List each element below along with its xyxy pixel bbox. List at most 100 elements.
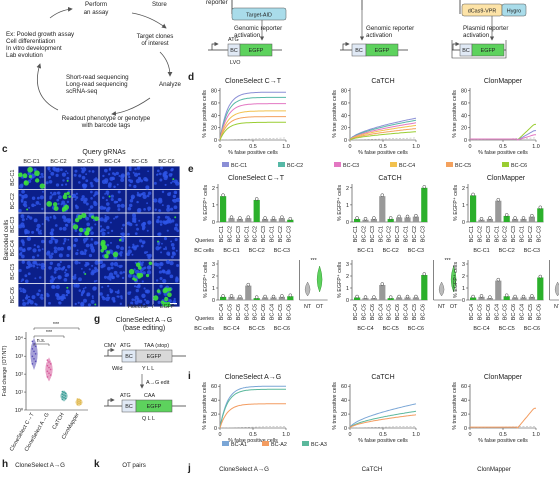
query-tick-label: BC-C2 xyxy=(478,226,484,242)
roc-curve xyxy=(349,410,417,429)
nucleus-dot xyxy=(166,204,171,209)
nucleus-dot xyxy=(175,197,180,202)
edit-label: A→G edit xyxy=(146,380,170,386)
nucleus-dot xyxy=(138,219,141,222)
workflow-diagram: Perform an assay Ex: Pooled growth assay… xyxy=(6,0,228,129)
nucleus-dot xyxy=(47,219,50,222)
bar xyxy=(262,218,269,222)
grid-row-headers: BC-C1 BC-C2 BC-C3 BC-C4 BC-C5 BC-C6 xyxy=(10,170,16,304)
bar xyxy=(486,218,493,222)
activation-3-line-2: activation xyxy=(463,32,490,39)
nucleus-dot xyxy=(75,251,79,256)
violin-point xyxy=(76,398,79,400)
bar-point xyxy=(388,295,393,299)
bar xyxy=(412,216,419,222)
egfp-dot xyxy=(165,301,171,308)
nucleus-dot xyxy=(106,225,110,230)
egfp-dot xyxy=(152,295,159,301)
y-tick-label: 80 xyxy=(341,89,347,95)
nucleus-dot xyxy=(143,303,146,306)
query-tick-label: BC-C1 xyxy=(378,226,384,242)
taa-label: TAA (stop) xyxy=(144,343,169,349)
nucleus-dot xyxy=(140,244,144,248)
x-axis-label: % false positive cells xyxy=(478,438,528,444)
bar-point xyxy=(355,216,359,220)
editing-diagram: CloneSelect A→G (base editing) CMV ATG T… xyxy=(104,317,186,422)
nucleus-dot xyxy=(49,195,53,199)
nucleus-dot xyxy=(166,229,169,232)
nucleus-dot xyxy=(90,299,95,304)
query-tick-label: BC-C2 xyxy=(278,226,284,242)
nucleus-dot xyxy=(82,287,85,290)
x-tick-label: 1.0 xyxy=(412,432,420,438)
nucleus-dot xyxy=(146,229,149,232)
nucleus-dot xyxy=(19,193,22,197)
nucleus-dot xyxy=(46,292,49,296)
egfp-label: EGFP xyxy=(160,304,175,310)
nucleus-dot xyxy=(117,295,120,298)
bar xyxy=(370,298,377,300)
nucleus-dot xyxy=(78,277,82,282)
roc-title: ClonMapper xyxy=(484,78,523,85)
roc-curve xyxy=(349,414,417,429)
nucleus-dot xyxy=(159,284,163,288)
y-tick-label: 1 xyxy=(346,286,349,292)
x-tick-label: 1.0 xyxy=(412,144,420,150)
nucleus-dot xyxy=(35,200,40,205)
nucleus-dot xyxy=(58,253,63,258)
nucleus-dot xyxy=(73,173,77,177)
nucleus-dot xyxy=(21,241,25,245)
nucleus-dot xyxy=(80,197,84,202)
bar-point xyxy=(488,295,492,299)
nucleus-dot xyxy=(84,248,87,251)
legend-d: BC-C1 BC-C2 BC-C3 BC-C4 BC-C5 BC-C6 xyxy=(222,162,527,169)
nucleus-dot xyxy=(158,209,162,212)
nucleus-dot xyxy=(48,254,53,259)
cycle-arrow-1 xyxy=(131,12,167,29)
nucleus-dot xyxy=(175,277,179,282)
egfp-dot xyxy=(66,191,70,196)
roc-title: ClonMapper xyxy=(484,374,523,381)
target-aid-label: Target-AID xyxy=(246,13,272,19)
bc-cell-label: BC-C4 xyxy=(357,326,373,332)
bar xyxy=(387,298,394,300)
nucleus-dot xyxy=(23,194,28,199)
nucleus-dot xyxy=(134,232,138,236)
nt-label: NT xyxy=(304,304,312,310)
nucleus-dot xyxy=(141,280,144,283)
nucleus-dot xyxy=(128,274,132,278)
nucleus-dot xyxy=(78,181,81,184)
nucleus-dot xyxy=(18,268,22,273)
roc-curve xyxy=(219,96,286,141)
x-axis-label: % false positive cells xyxy=(358,438,408,444)
nucleus-dot xyxy=(122,223,125,227)
bar-point xyxy=(363,216,368,221)
nucleus-dot xyxy=(165,270,169,275)
nucleus-dot xyxy=(135,288,139,293)
nucleus-dot xyxy=(134,300,139,305)
nucleus-dot xyxy=(121,227,123,230)
bar-point xyxy=(380,193,385,197)
nucleus-dot xyxy=(48,179,53,184)
nucleus-dot xyxy=(74,302,77,306)
bar-title: ClonMapper xyxy=(487,175,526,182)
nucleus-dot xyxy=(129,199,134,203)
queries-label: Queries xyxy=(195,238,214,244)
j-title-3: ClonMapper xyxy=(477,466,511,473)
nucleus-dot xyxy=(138,193,142,197)
nucleus-dot xyxy=(49,216,52,219)
y-axis-label: % EGFP⁺ cells xyxy=(203,185,209,221)
nucleus-dot xyxy=(169,192,172,194)
legend-label: BC-C1 xyxy=(231,163,247,169)
nucleus-dot xyxy=(173,297,176,301)
ot-violin xyxy=(450,265,457,293)
nucleus-dot xyxy=(25,218,28,220)
readout-line-2: with barcode tags xyxy=(81,122,131,129)
nucleus-dot xyxy=(46,250,51,254)
nucleus-dot xyxy=(110,197,114,202)
egfp-dot xyxy=(132,277,136,281)
dcas9-label: dCas9-VPR xyxy=(468,9,497,15)
nucleus-dot xyxy=(57,247,61,251)
nucleus-dot xyxy=(42,190,44,193)
